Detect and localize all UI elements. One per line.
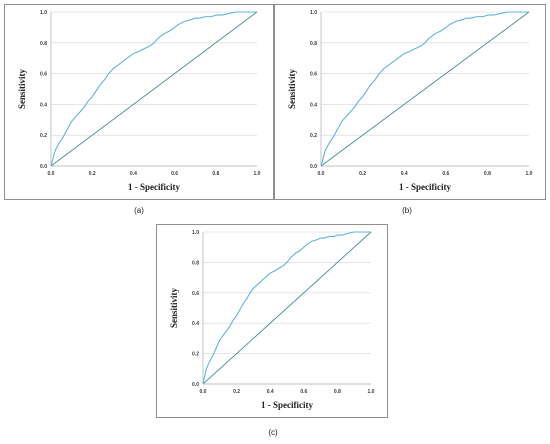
roc-chart-b: 0.0 0.2 0.4 0.6 0.8 1.0 0.0 0.2 0.4 0.6 0.8 1.0 1 - … [287,10,533,192]
y-tick-label: 0.0 [192,382,199,388]
y-tick-label: 1.0 [40,10,47,16]
roc-chart-c: 0.0 0.2 0.4 0.6 0.8 1.0 0.0 0.2 0.4 0.6 0.8 1.0 1 - … [169,230,375,410]
x-tick-label: 0.8 [334,389,341,395]
y-tick-label: 0.2 [40,133,47,139]
reference-line [50,11,258,167]
y-axis-title: Sensitivity [169,288,179,329]
y-tick-label: 1.0 [310,10,317,16]
y-tick-label: 0.8 [40,41,47,47]
x-tick-label: 1.0 [526,171,533,177]
roc-curve [202,231,371,385]
y-tick-label: 0.4 [40,102,47,108]
x-axis-title: 1 - Specificity [399,182,451,192]
x-tick-label: 1.0 [254,171,261,177]
x-tick-label: 0.8 [484,171,491,177]
y-tick-label: 0.8 [192,260,199,266]
y-tick-label: 0.0 [310,164,317,170]
x-tick-label: 0.2 [359,171,366,177]
y-tick-label: 0.4 [310,102,317,108]
x-tick-label: 0.0 [318,171,325,177]
y-axis-title: Sensitivity [287,69,297,110]
reference-line [202,231,372,385]
x-tick-label: 1.0 [368,389,375,395]
y-tick-label: 0.4 [192,321,199,327]
roc-curve [50,11,257,167]
x-tick-label: 0.0 [200,389,207,395]
chart-panel-c: 0.0 0.2 0.4 0.6 0.8 1.0 0.0 0.2 0.4 0.6 0.8 1.0 1 - … [156,224,388,418]
x-tick-label: 0.4 [130,171,137,177]
y-tick-label: 0.8 [310,41,317,47]
y-tick-label: 0.0 [40,164,47,170]
chart-panel-a: 0.0 0.2 0.4 0.6 0.8 1.0 0.0 0.2 0.4 0.6 0.8 1.0 1 - … [4,4,274,200]
roc-curve [320,11,529,167]
x-tick-label: 0.6 [442,171,449,177]
x-axis-title: 1 - Specificity [261,400,313,410]
chart-panel-b: 0.0 0.2 0.4 0.6 0.8 1.0 0.0 0.2 0.4 0.6 0.8 1.0 1 - … [274,4,546,200]
panel-caption-c: (c) [268,428,278,437]
y-tick-label: 1.0 [192,230,199,236]
panel-caption-b: (b) [402,206,412,215]
x-tick-label: 0.6 [171,171,178,177]
x-tick-label: 0.2 [233,389,240,395]
x-tick-label: 0.8 [212,171,219,177]
y-tick-label: 0.2 [310,133,317,139]
y-tick-label: 0.6 [310,72,317,78]
y-axis-title: Sensitivity [17,69,27,110]
x-axis-title: 1 - Specificity [128,182,180,192]
roc-chart-a: 0.0 0.2 0.4 0.6 0.8 1.0 0.0 0.2 0.4 0.6 0.8 1.0 1 - … [17,10,261,192]
x-tick-label: 0.4 [267,389,274,395]
x-tick-label: 0.0 [48,171,55,177]
panel-caption-a: (a) [134,206,144,215]
x-tick-label: 0.4 [401,171,408,177]
y-tick-label: 0.6 [40,72,47,78]
x-tick-label: 0.6 [300,389,307,395]
reference-line [320,11,530,167]
y-tick-label: 0.2 [192,352,199,358]
y-tick-label: 0.6 [192,291,199,297]
x-tick-label: 0.2 [89,171,96,177]
